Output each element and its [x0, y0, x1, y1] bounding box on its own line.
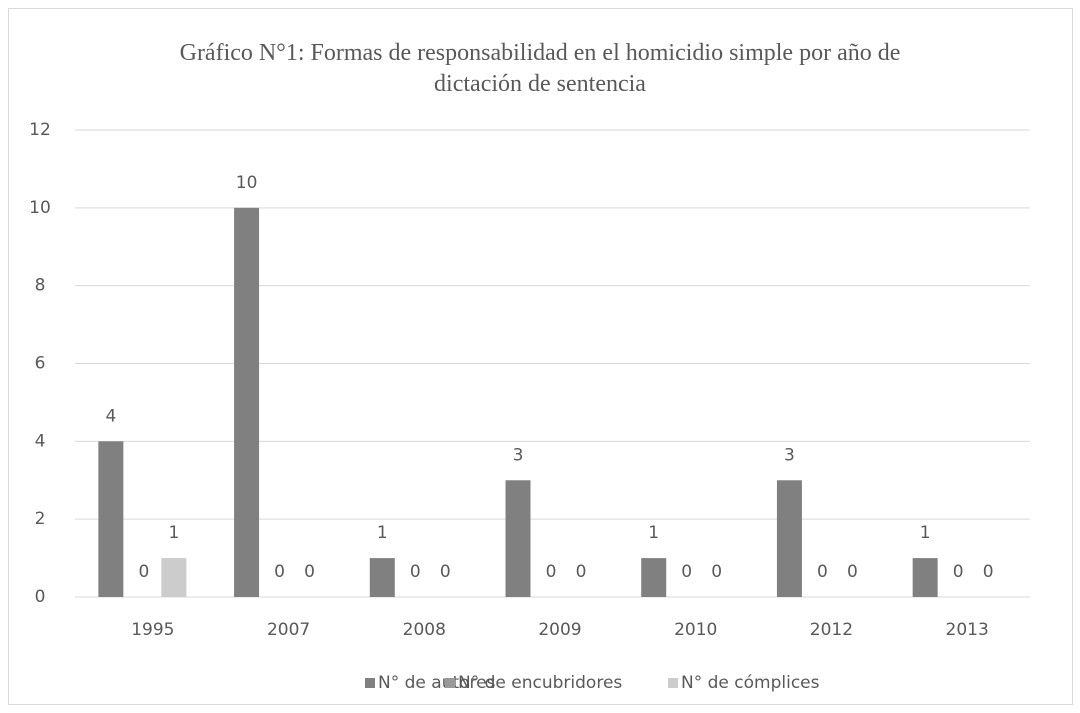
data-label: 3 [784, 445, 795, 465]
chart-title: Gráfico N°1: Formas de responsabilidad e… [179, 40, 901, 97]
data-label: 0 [440, 562, 451, 582]
data-label: 0 [274, 562, 285, 582]
legend-label: N° de encubridores [458, 673, 622, 693]
x-tick-label: 2008 [403, 620, 446, 640]
bar [161, 558, 187, 597]
data-label: 3 [513, 445, 524, 465]
data-label: 10 [236, 173, 258, 193]
legend-label: N° de autores [378, 673, 496, 693]
data-label: 0 [847, 562, 858, 582]
y-tick-label: 4 [35, 431, 46, 451]
x-tick-label: 2013 [946, 620, 989, 640]
bar [98, 441, 124, 597]
data-label: 0 [711, 562, 722, 582]
data-label: 0 [576, 562, 587, 582]
legend-label: N° de cómplices [681, 673, 820, 693]
legend-swatch [668, 678, 678, 688]
data-label: 1 [377, 523, 388, 543]
data-label: 0 [681, 562, 692, 582]
legend-swatch [445, 678, 455, 688]
x-tick-label: 1995 [131, 620, 174, 640]
y-tick-label: 12 [29, 120, 51, 140]
legend-swatch [365, 678, 375, 688]
data-label: 1 [168, 523, 179, 543]
data-label: 0 [138, 562, 149, 582]
data-label: 0 [817, 562, 828, 582]
y-tick-label: 6 [35, 354, 46, 374]
y-tick-label: 10 [29, 198, 51, 218]
data-label: 0 [953, 562, 964, 582]
data-label: 1 [920, 523, 931, 543]
bar [641, 558, 667, 597]
y-tick-label: 2 [35, 509, 46, 529]
x-tick-label: 2010 [674, 620, 717, 640]
data-label: 4 [105, 406, 116, 426]
y-tick-label: 0 [35, 587, 46, 607]
bar [369, 558, 395, 597]
data-label: 0 [410, 562, 421, 582]
chart-border [8, 8, 1073, 705]
data-label: 0 [546, 562, 557, 582]
bar [505, 480, 531, 597]
bar [912, 558, 938, 597]
x-tick-label: 2012 [810, 620, 853, 640]
y-tick-label: 8 [35, 276, 46, 296]
x-tick-label: 2007 [267, 620, 310, 640]
data-label: 1 [648, 523, 659, 543]
data-label: 0 [983, 562, 994, 582]
bar [776, 480, 802, 597]
bar [234, 207, 260, 598]
x-tick-label: 2009 [538, 620, 581, 640]
data-label: 0 [304, 562, 315, 582]
